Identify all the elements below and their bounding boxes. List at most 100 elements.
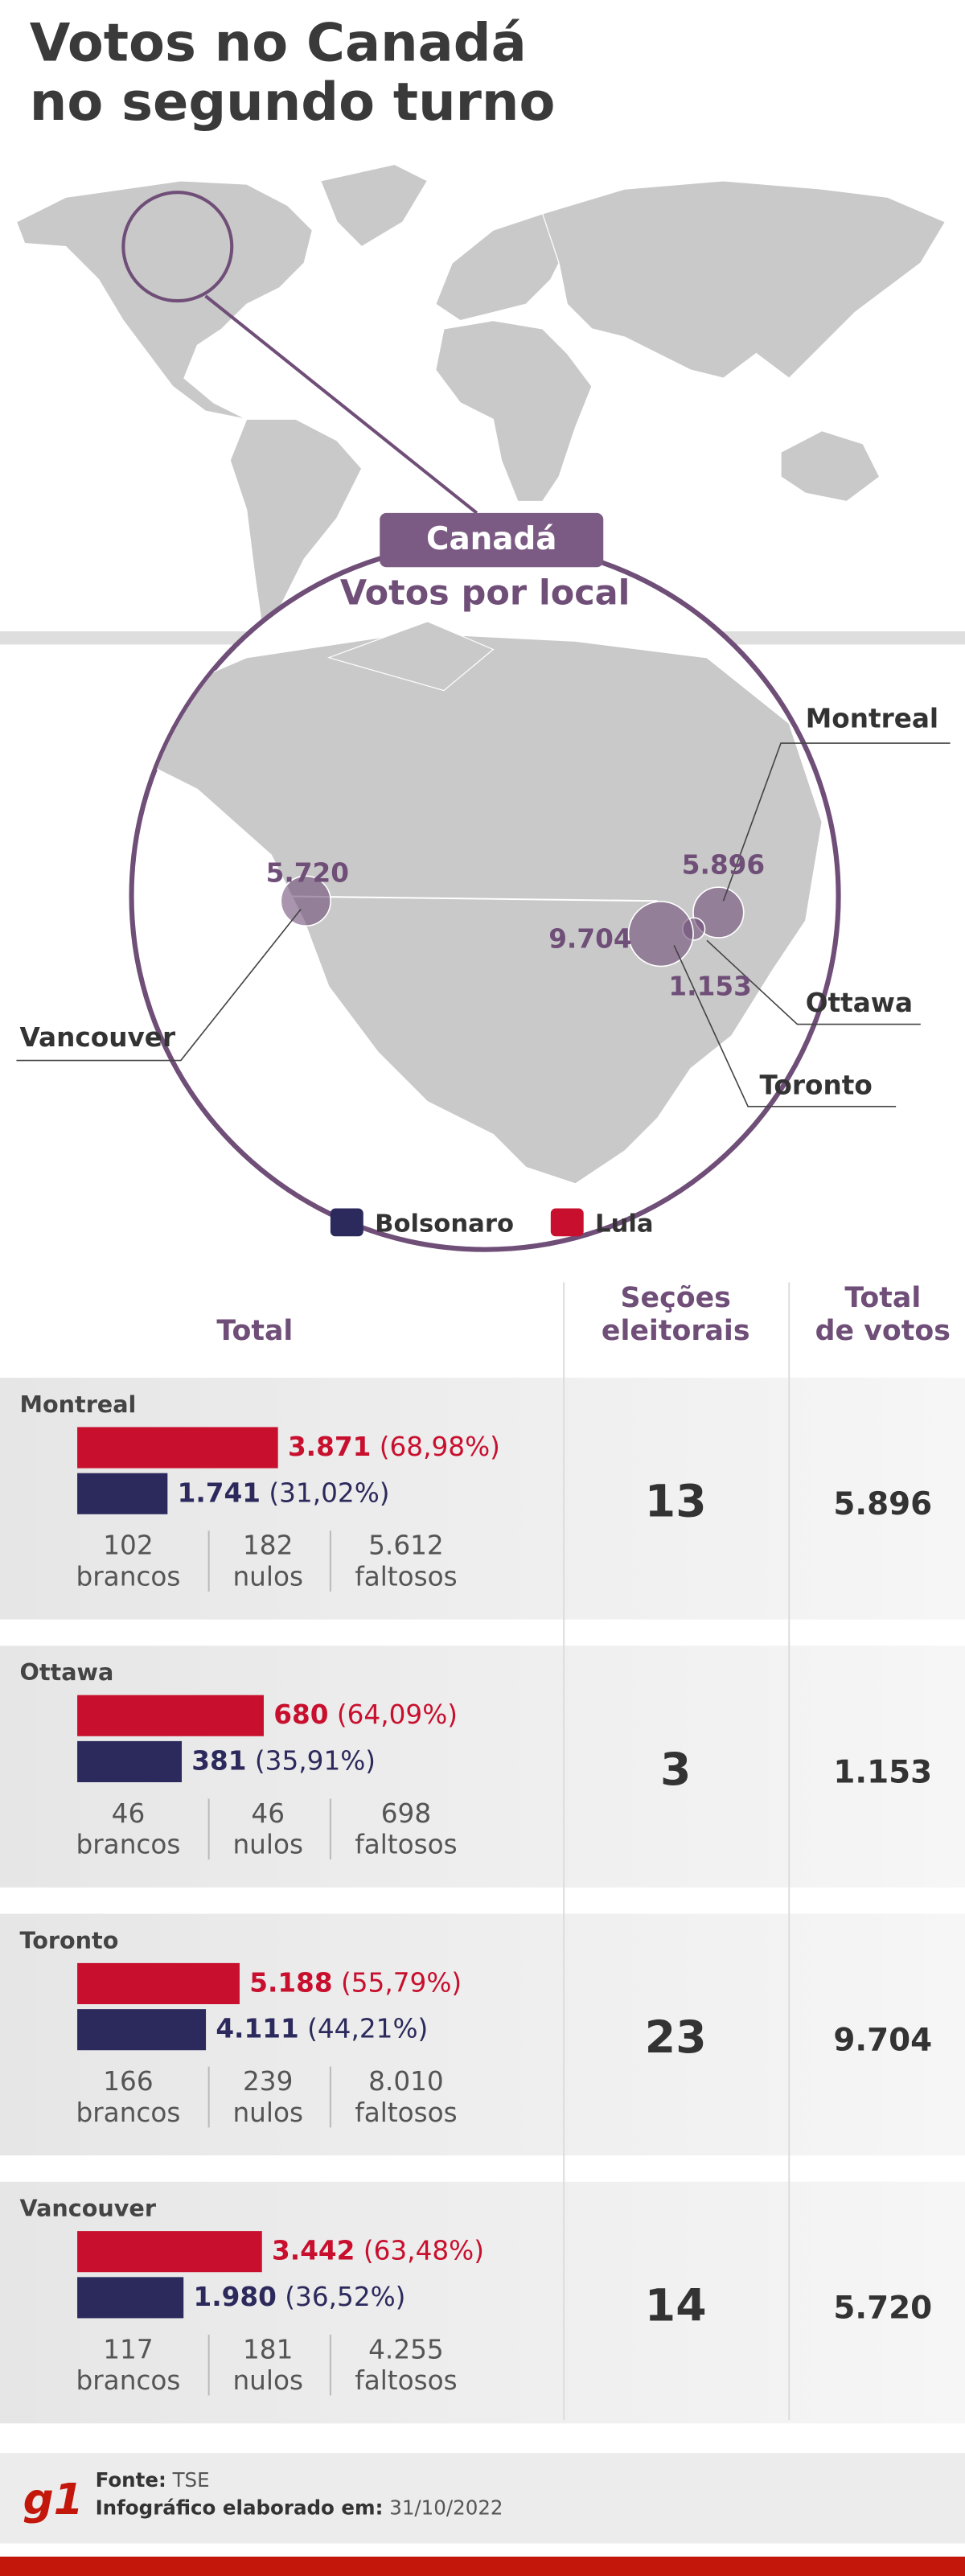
stat-label: faltosos — [355, 1562, 458, 1592]
logo: g1 — [23, 2475, 84, 2525]
stat-value: 4.255 — [368, 2334, 444, 2364]
footer-bg — [0, 2453, 965, 2544]
stat-value: 8.010 — [368, 2066, 444, 2097]
stat-label: faltosos — [355, 2097, 458, 2128]
total-votes: 1.153 — [833, 1754, 932, 1790]
bar — [77, 1695, 264, 1736]
pct: (35,91%) — [255, 1745, 376, 1776]
stat-label: nulos — [232, 1830, 303, 1860]
pct: (55,79%) — [341, 1967, 462, 1998]
pct: (36,52%) — [285, 2282, 405, 2312]
votes: 381 — [191, 1745, 246, 1776]
canada-map — [133, 621, 823, 1185]
bubble-label: 5.720 — [266, 858, 349, 889]
bar-label: 1.980 (36,52%) — [193, 2282, 405, 2312]
bar-label: 381 (35,91%) — [191, 1745, 376, 1776]
bar — [77, 1740, 183, 1783]
legend-label: Lula — [595, 1210, 654, 1238]
sections: 13 — [645, 1477, 707, 1528]
date: Infográfico elaborado em: 31/10/2022 — [96, 2496, 503, 2520]
stat-value: 117 — [103, 2334, 153, 2364]
bar-label: 3.871 (68,98%) — [288, 1432, 500, 1462]
sections: 23 — [645, 2012, 707, 2064]
map-subtitle: Votos por local — [340, 573, 630, 614]
votes: 5.188 — [249, 1967, 332, 1998]
stat-value: 102 — [103, 1530, 153, 1561]
votes: 3.442 — [272, 2236, 355, 2266]
header: de votos — [815, 1315, 951, 1347]
stat-value: 46 — [112, 1798, 146, 1829]
stat-value: 166 — [103, 2066, 153, 2097]
votes: 1.741 — [178, 1477, 261, 1508]
city-label: Vancouver — [20, 1022, 176, 1053]
bar-label: 4.111 (44,21%) — [216, 2014, 428, 2044]
leader-line — [673, 945, 897, 1107]
header: Seções — [621, 1282, 731, 1314]
stat-value: 698 — [381, 1798, 431, 1829]
stat-label: nulos — [232, 2365, 303, 2396]
footer-stripe — [0, 2556, 965, 2576]
total-votes: 5.720 — [833, 2290, 932, 2327]
votes: 3.871 — [288, 1432, 371, 1462]
row-city: Ottawa — [20, 1658, 114, 1686]
stat-value: 5.612 — [368, 1530, 444, 1561]
bar-label: 1.741 (31,02%) — [178, 1477, 390, 1508]
stat-label: faltosos — [355, 1830, 458, 1860]
pct: (31,02%) — [269, 1477, 389, 1508]
title: Votos no Canadá — [30, 12, 527, 73]
bar — [77, 2009, 207, 2051]
stat-label: brancos — [76, 2365, 180, 2396]
bar — [77, 2277, 184, 2319]
row-city: Toronto — [20, 1926, 119, 1954]
source: Fonte: TSE — [96, 2468, 210, 2492]
connector — [204, 294, 478, 515]
header: Total — [844, 1282, 921, 1314]
map-box-title: Canadá — [426, 521, 557, 557]
pct: (68,98%) — [380, 1432, 500, 1462]
votes: 1.980 — [193, 2282, 276, 2312]
city-label: Toronto — [759, 1070, 872, 1100]
pct: (44,21%) — [307, 2014, 428, 2044]
stat-label: nulos — [232, 2097, 303, 2128]
votes: 680 — [273, 1699, 328, 1730]
vote-bubble — [280, 875, 331, 927]
date-value: 31/10/2022 — [389, 2496, 503, 2520]
bar — [77, 2231, 262, 2273]
city-label: Ottawa — [806, 988, 913, 1018]
bubble-label: 1.153 — [668, 972, 751, 1002]
header: eleitorais — [602, 1315, 750, 1347]
stat-value: 46 — [251, 1798, 285, 1829]
title: no segundo turno — [30, 72, 556, 133]
source-label: Fonte: — [96, 2468, 166, 2492]
pct: (64,09%) — [337, 1699, 458, 1730]
stat-value: 182 — [243, 1530, 293, 1561]
stat-value: 239 — [243, 2066, 293, 2097]
map-label-box — [380, 512, 604, 568]
bar-label: 5.188 (55,79%) — [249, 1967, 462, 1998]
stat-label: brancos — [76, 1830, 180, 1860]
legend-label: Bolsonaro — [375, 1210, 514, 1238]
total-votes: 5.896 — [833, 1486, 932, 1522]
legend-swatch — [330, 1208, 363, 1237]
sections: 14 — [645, 2280, 707, 2332]
bubble-label: 9.704 — [548, 923, 631, 954]
pct: (63,48%) — [363, 2236, 484, 2266]
leader-line — [706, 939, 921, 1025]
total-votes: 9.704 — [833, 2023, 932, 2059]
bar — [77, 1473, 168, 1514]
city-label: Montreal — [806, 703, 938, 733]
bubbles: 5.896 Montreal 1.153 Ottawa 9.704 Toronto 5.72… — [16, 703, 951, 1107]
header: Total — [216, 1315, 293, 1347]
stat-value: 181 — [243, 2334, 293, 2364]
leader-line — [16, 908, 302, 1062]
leader-line — [722, 742, 951, 902]
date-label: Infográfico elaborado em: — [96, 2496, 384, 2520]
bar — [77, 1427, 278, 1469]
legend: Bolsonaro Lula — [330, 1208, 654, 1238]
bar-label: 680 (64,09%) — [273, 1699, 458, 1730]
source-value: TSE — [172, 2468, 210, 2492]
lens — [121, 191, 234, 303]
stat-label: brancos — [76, 2097, 180, 2128]
